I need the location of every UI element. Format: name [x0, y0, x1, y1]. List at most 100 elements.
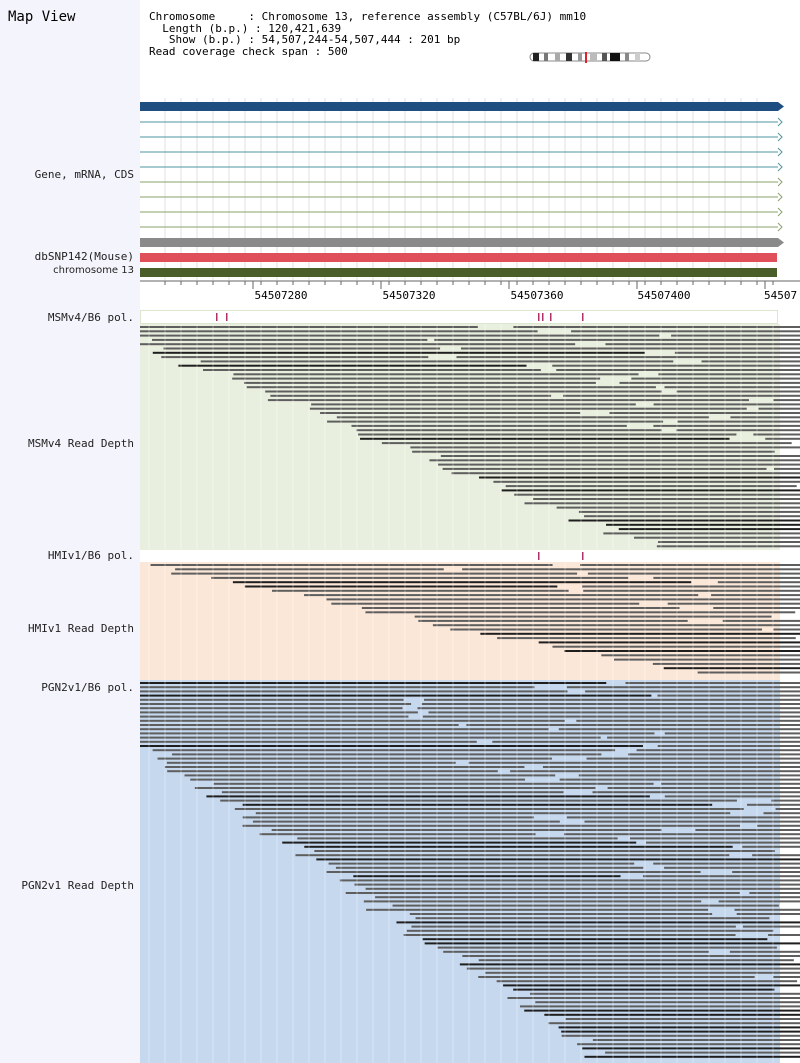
read[interactable] [711, 594, 800, 597]
read[interactable] [497, 637, 796, 640]
read[interactable] [478, 976, 755, 978]
read[interactable] [771, 799, 800, 802]
read[interactable] [418, 619, 688, 622]
read[interactable] [140, 719, 565, 722]
read[interactable] [140, 682, 607, 684]
read[interactable] [480, 632, 800, 635]
read[interactable] [232, 581, 692, 584]
read[interactable] [140, 711, 418, 714]
read[interactable] [140, 715, 409, 718]
read[interactable] [642, 875, 800, 878]
snp-mark[interactable] [582, 552, 584, 560]
read[interactable] [631, 377, 800, 380]
read[interactable] [478, 959, 794, 962]
read[interactable] [556, 369, 800, 371]
read[interactable] [587, 572, 800, 575]
read[interactable] [220, 799, 737, 802]
read[interactable] [140, 343, 576, 346]
read[interactable] [568, 519, 800, 522]
read[interactable] [460, 347, 800, 350]
read[interactable] [505, 485, 797, 488]
read[interactable] [403, 934, 736, 936]
read[interactable] [652, 662, 800, 665]
read[interactable] [542, 766, 800, 768]
read[interactable] [437, 946, 777, 949]
hmi-read-stack[interactable] [150, 564, 800, 674]
read[interactable] [396, 921, 800, 924]
read[interactable] [585, 690, 800, 693]
read[interactable] [674, 351, 800, 354]
read[interactable] [178, 364, 527, 367]
read[interactable] [432, 624, 800, 627]
read[interactable] [360, 437, 730, 440]
read[interactable] [713, 607, 800, 609]
read[interactable] [765, 437, 800, 440]
read[interactable] [749, 892, 800, 894]
read[interactable] [140, 736, 601, 739]
read[interactable] [163, 347, 441, 350]
read[interactable] [606, 523, 800, 526]
read[interactable] [468, 761, 800, 764]
read[interactable] [442, 467, 767, 470]
read[interactable] [503, 984, 800, 987]
read[interactable] [140, 703, 412, 705]
read[interactable] [636, 749, 800, 752]
read[interactable] [140, 334, 660, 337]
read[interactable] [246, 386, 656, 389]
read[interactable] [552, 645, 800, 648]
gene-bar[interactable] [140, 102, 778, 111]
read[interactable] [190, 778, 526, 781]
read[interactable] [409, 913, 713, 915]
snp-mark[interactable] [550, 313, 552, 321]
read[interactable] [327, 420, 664, 423]
read[interactable] [774, 467, 800, 470]
read[interactable] [424, 942, 800, 945]
read[interactable] [361, 607, 680, 609]
read[interactable] [627, 753, 800, 756]
read[interactable] [194, 787, 596, 789]
read[interactable] [538, 641, 800, 644]
dbsnp-bar[interactable] [140, 253, 777, 262]
read[interactable] [221, 791, 564, 794]
read[interactable] [566, 686, 800, 689]
read[interactable] [140, 326, 478, 328]
read[interactable] [664, 732, 800, 735]
read[interactable] [520, 1005, 800, 1008]
read[interactable] [365, 611, 796, 614]
read[interactable] [653, 424, 800, 427]
read[interactable] [605, 343, 800, 346]
read[interactable] [422, 938, 768, 941]
read[interactable] [646, 841, 800, 844]
read[interactable] [558, 728, 800, 731]
read[interactable] [184, 774, 556, 777]
read[interactable] [140, 698, 404, 701]
read[interactable] [524, 1009, 800, 1012]
read[interactable] [140, 740, 477, 743]
read[interactable] [479, 476, 800, 479]
read[interactable] [584, 515, 800, 518]
read[interactable] [443, 950, 709, 953]
read[interactable] [316, 858, 800, 861]
read[interactable] [164, 766, 525, 768]
snp-mark[interactable] [538, 552, 540, 560]
read[interactable] [658, 373, 800, 376]
read[interactable] [676, 429, 800, 432]
read[interactable] [559, 778, 800, 781]
read[interactable] [270, 394, 552, 397]
read[interactable] [552, 364, 800, 367]
read[interactable] [695, 829, 800, 831]
read[interactable] [658, 541, 800, 543]
read[interactable] [514, 493, 800, 496]
read[interactable] [363, 900, 702, 903]
read[interactable] [412, 450, 775, 453]
read[interactable] [653, 403, 800, 406]
read[interactable] [242, 803, 713, 806]
read[interactable] [533, 498, 800, 500]
read[interactable] [406, 929, 774, 932]
read[interactable] [428, 711, 800, 714]
read[interactable] [701, 360, 800, 363]
read[interactable] [625, 682, 800, 684]
pgn-read-stack[interactable] [140, 682, 800, 1058]
read[interactable] [582, 585, 800, 588]
read[interactable] [365, 887, 800, 890]
